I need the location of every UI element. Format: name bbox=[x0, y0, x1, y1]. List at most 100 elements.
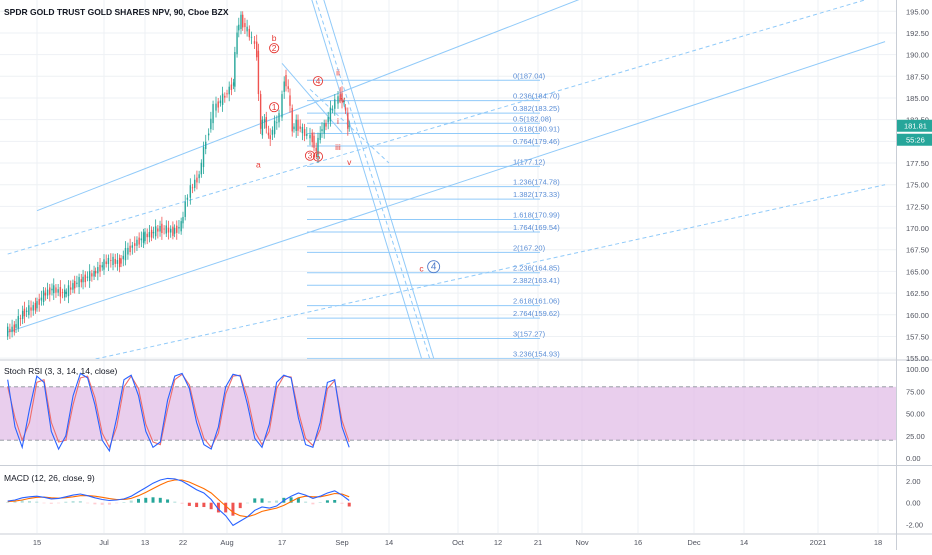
fib-level-label: 0(187.04) bbox=[513, 71, 546, 80]
candle-body bbox=[253, 41, 256, 44]
candle-body bbox=[13, 324, 15, 333]
candle-body bbox=[297, 119, 299, 131]
time-axis-tick: Aug bbox=[220, 538, 233, 547]
macd-line bbox=[7, 477, 350, 527]
candle-body bbox=[226, 93, 228, 95]
candle-body bbox=[131, 245, 134, 248]
fib-level-label: 1(177.12) bbox=[513, 157, 546, 166]
channel-lines bbox=[7, 0, 886, 359]
candle-body bbox=[107, 257, 110, 265]
macd-histogram-bar bbox=[122, 502, 126, 503]
candle-body bbox=[118, 257, 121, 268]
candle-body bbox=[180, 221, 182, 232]
candle-body bbox=[184, 201, 186, 217]
candle-body bbox=[51, 288, 53, 291]
macd-histogram-bar bbox=[78, 501, 82, 503]
candle-body bbox=[196, 177, 198, 183]
candle-body bbox=[59, 287, 62, 297]
candle-body bbox=[315, 147, 317, 152]
candle-body bbox=[134, 243, 136, 246]
time-axis-tick: 13 bbox=[141, 538, 149, 547]
stoch-axis-tick: 0.00 bbox=[906, 454, 921, 463]
candle-body bbox=[127, 247, 129, 255]
candle-body bbox=[11, 326, 13, 333]
candle-body bbox=[200, 162, 203, 175]
axes[interactable]: 195.00192.50190.00187.50185.00182.50180.… bbox=[33, 7, 932, 547]
candle-body bbox=[250, 36, 253, 38]
price-axis-tick: 167.50 bbox=[906, 246, 929, 255]
candle-body bbox=[103, 259, 105, 270]
fib-level-label: 2.236(164.85) bbox=[513, 264, 560, 273]
macd-histogram-bar bbox=[180, 502, 184, 504]
wave-label: ii bbox=[336, 67, 340, 77]
countdown-label: 55:26 bbox=[906, 136, 925, 145]
candle-body bbox=[205, 141, 207, 150]
candle-body bbox=[93, 270, 95, 277]
candle-body bbox=[88, 271, 91, 281]
candle-body bbox=[55, 287, 57, 293]
candle-body bbox=[261, 119, 264, 136]
candle-body bbox=[289, 95, 291, 106]
candle-body bbox=[228, 86, 230, 95]
price-axis-tick: 172.50 bbox=[906, 202, 929, 211]
macd-histogram-bar bbox=[333, 500, 337, 503]
candle-body bbox=[189, 185, 192, 198]
chart-title: SPDR GOLD TRUST GOLD SHARES NPV, 90, Cbo… bbox=[4, 7, 229, 17]
macd-axis-tick: 2.00 bbox=[906, 477, 921, 486]
price-axis-tick: 177.50 bbox=[906, 159, 929, 168]
stoch-axis-tick: 75.00 bbox=[906, 387, 925, 396]
down-channel-line-left[interactable] bbox=[310, 0, 422, 359]
candle-body bbox=[215, 103, 217, 111]
channel-line-upper[interactable] bbox=[36, 0, 638, 212]
wave-label: 1 bbox=[272, 102, 277, 112]
macd-histogram-bar bbox=[107, 502, 111, 505]
candle-body bbox=[232, 82, 235, 86]
wave-label: 4 bbox=[316, 76, 321, 86]
candle-body bbox=[317, 137, 319, 158]
macd-histogram-bar bbox=[64, 501, 68, 503]
candle-body bbox=[161, 223, 163, 233]
candle-body bbox=[256, 41, 258, 58]
candle-body bbox=[36, 301, 38, 309]
candle-body bbox=[301, 126, 304, 134]
candle-body bbox=[78, 277, 80, 288]
candle-body bbox=[169, 228, 172, 233]
wave-label: i bbox=[337, 116, 339, 126]
trend-line-fib-anchor[interactable] bbox=[281, 62, 343, 134]
candle-body bbox=[86, 276, 89, 278]
down-channel-line-mid[interactable] bbox=[314, 0, 431, 359]
channel-line-middle[interactable] bbox=[7, 0, 885, 255]
candle-body bbox=[176, 225, 178, 233]
wave-label-circle bbox=[312, 151, 324, 162]
macd-histogram-bar bbox=[311, 502, 315, 505]
wave-label-circle bbox=[269, 43, 280, 54]
macd-label: MACD (12, 26, close, 9) bbox=[4, 473, 95, 483]
macd-histogram-bar bbox=[151, 497, 155, 503]
wave-label: c bbox=[419, 263, 424, 273]
candle-body bbox=[259, 94, 262, 129]
candle-body bbox=[230, 84, 233, 90]
time-axis-tick: 15 bbox=[33, 538, 41, 547]
candle-body bbox=[182, 216, 184, 224]
macd-histogram-bar bbox=[318, 502, 322, 503]
candle-body bbox=[129, 245, 131, 253]
macd-histogram-bar bbox=[144, 497, 148, 503]
macd-histogram-bar bbox=[187, 502, 191, 506]
candle-body bbox=[339, 94, 341, 100]
macd-histogram-bar bbox=[6, 502, 10, 503]
price-axis-tick: 187.50 bbox=[906, 72, 929, 81]
channel-line-bottom[interactable] bbox=[95, 184, 886, 359]
fib-level-label: 2.764(159.62) bbox=[513, 309, 560, 318]
candle-body bbox=[191, 187, 194, 189]
time-axis-tick: 18 bbox=[874, 538, 882, 547]
down-channel-line-right[interactable] bbox=[322, 0, 435, 359]
candle-body bbox=[112, 256, 114, 266]
candle-body bbox=[157, 228, 159, 232]
candle-body bbox=[347, 112, 349, 129]
macd-histogram-bar bbox=[340, 502, 344, 504]
macd-histogram-bar bbox=[238, 502, 242, 509]
candle-body bbox=[70, 287, 72, 290]
candle-body bbox=[17, 316, 19, 329]
time-axis-tick: 21 bbox=[534, 538, 542, 547]
